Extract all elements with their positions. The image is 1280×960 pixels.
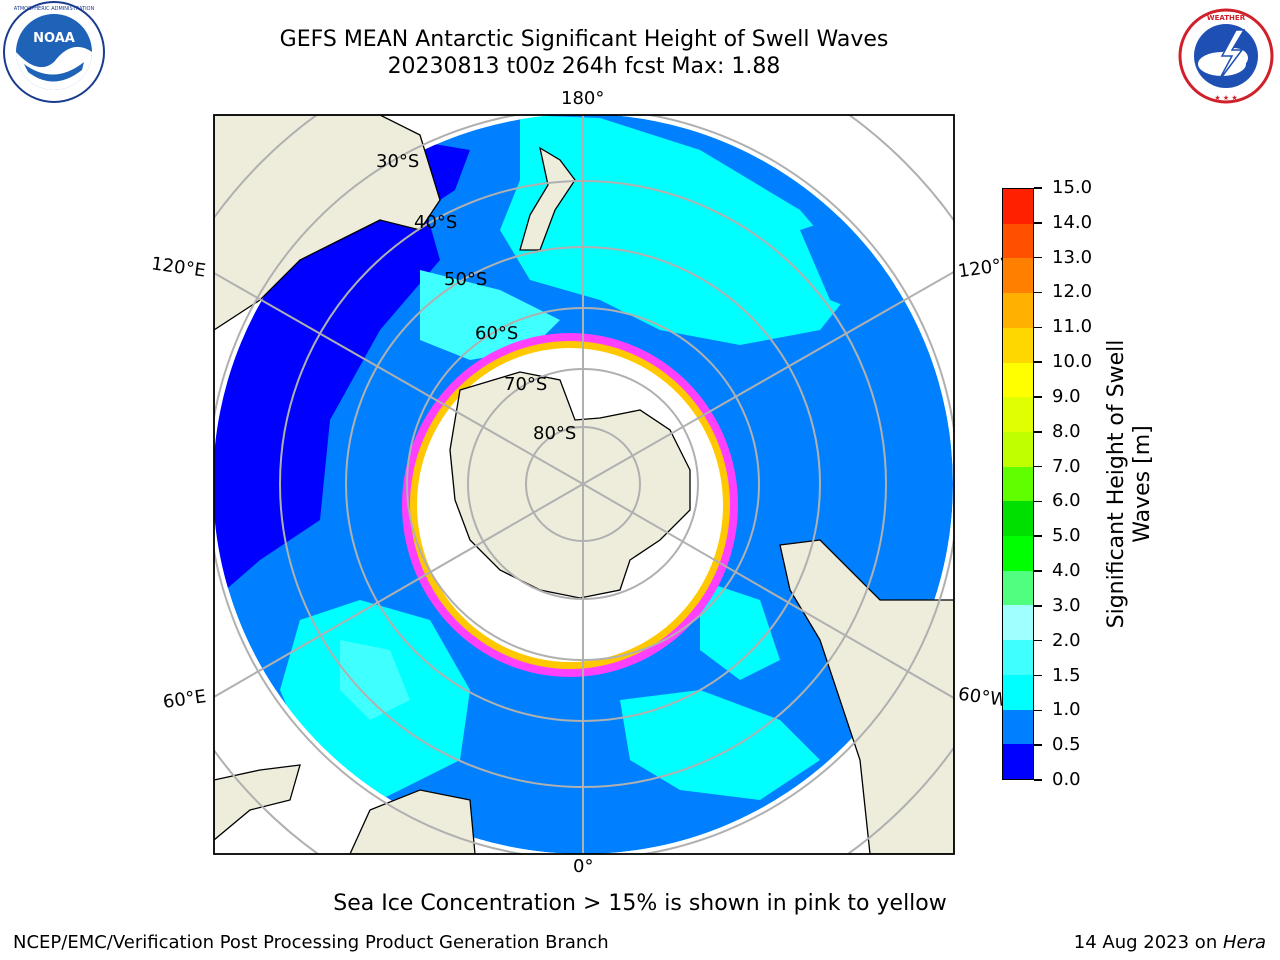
lon-label-180: 180° <box>561 88 605 109</box>
colorbar-tick <box>1034 674 1042 677</box>
colorbar-tick-label: 0.0 <box>1052 769 1081 790</box>
colorbar-segment <box>1003 501 1033 537</box>
lon-label-0: 0° <box>573 856 594 877</box>
chart-subtitle-run: 20230813 t00z 264h fcst Max: 1.88 <box>387 54 781 79</box>
footer-credit: NCEP/EMC/Verification Post Processing Pr… <box>13 932 609 953</box>
colorbar-tick-label: 8.0 <box>1052 420 1081 442</box>
colorbar-segment <box>1003 605 1033 641</box>
sea-ice-note: Sea Ice Concentration > 15% is shown in … <box>333 891 947 916</box>
colorbar-segment <box>1003 293 1033 328</box>
footer-machine: Hera <box>1222 932 1266 953</box>
footer-date-text: 14 Aug 2023 on <box>1073 932 1223 953</box>
colorbar-tick-label: 5.0 <box>1052 525 1081 547</box>
low-swell-region <box>214 190 440 600</box>
colorbar <box>1002 188 1034 780</box>
colorbar-segment <box>1003 640 1033 675</box>
colorbar-tick-label: 9.0 <box>1052 385 1081 407</box>
lat-label-60s: 60°S <box>475 323 519 344</box>
colorbar-tick-label: 15.0 <box>1052 177 1093 198</box>
lat-label-70s: 70°S <box>504 374 548 395</box>
colorbar-tick-label: 3.0 <box>1052 594 1081 616</box>
nws-logo: WEATHER ★ ★ ★ <box>1178 8 1274 104</box>
svg-text:ATMOSPHERIC ADMINISTRATION: ATMOSPHERIC ADMINISTRATION <box>14 6 95 12</box>
colorbar-tick-label: 7.0 <box>1052 455 1081 477</box>
lat-label-50s: 50°S <box>444 269 488 290</box>
colorbar-tick-label: 4.0 <box>1052 560 1081 582</box>
colorbar-segment <box>1003 362 1033 398</box>
colorbar-tick <box>1034 744 1042 746</box>
colorbar-segment <box>1003 570 1033 606</box>
colorbar-tick-label: 10.0 <box>1052 351 1093 373</box>
noaa-logo-text: NOAA <box>33 31 75 46</box>
colorbar-tick <box>1034 535 1042 537</box>
svg-text:WEATHER: WEATHER <box>1207 14 1246 22</box>
colorbar-tick <box>1034 431 1042 433</box>
colorbar-tick-label: 0.5 <box>1052 734 1081 756</box>
colorbar-tick-label: 2.0 <box>1052 629 1081 651</box>
moderate-swell-pacific <box>500 115 860 345</box>
colorbar-tick <box>1034 396 1042 398</box>
colorbar-tick-label: 14.0 <box>1052 211 1093 233</box>
graticule <box>214 115 954 854</box>
colorbar-segment <box>1003 744 1033 779</box>
colorbar-tick <box>1034 256 1042 259</box>
colorbar-tick-label: 1.0 <box>1052 699 1081 721</box>
colorbar-tick-label: 11.0 <box>1052 316 1093 338</box>
lat-label-40s: 40°S <box>414 212 458 233</box>
colorbar-tick-label: 12.0 <box>1052 281 1093 303</box>
lat-label-80s: 80°S <box>533 423 577 444</box>
colorbar-segment <box>1003 431 1033 467</box>
colorbar-tick <box>1034 570 1042 572</box>
colorbar-tick <box>1034 291 1042 294</box>
colorbar-tick-label: 1.5 <box>1052 664 1081 686</box>
colorbar-tick-label: 6.0 <box>1052 490 1081 512</box>
colorbar-tick <box>1034 222 1042 224</box>
svg-text:★ ★ ★: ★ ★ ★ <box>1214 94 1237 102</box>
colorbar-label: Significant Height of Swell Waves [m] <box>1104 339 1155 629</box>
colorbar-tick <box>1034 605 1042 607</box>
colorbar-tick <box>1034 187 1042 189</box>
colorbar-segment <box>1003 223 1033 259</box>
colorbar-tick <box>1034 779 1042 781</box>
noaa-logo: NOAA ATMOSPHERIC ADMINISTRATION <box>3 1 105 103</box>
south-america-landmass <box>779 539 954 854</box>
colorbar-segment <box>1003 536 1033 571</box>
colorbar-tick <box>1034 465 1042 468</box>
colorbar-tick-label: 13.0 <box>1052 246 1093 268</box>
colorbar-tick <box>1034 361 1042 363</box>
africa-landmass <box>349 789 476 854</box>
colorbar-segment <box>1003 397 1033 432</box>
colorbar-tick <box>1034 639 1042 642</box>
colorbar-tick <box>1034 709 1042 712</box>
colorbar-segment <box>1003 674 1033 710</box>
footer-date: 14 Aug 2023 on Hera <box>1074 932 1266 953</box>
swell-field <box>214 115 953 854</box>
colorbar-segment <box>1003 189 1033 224</box>
antarctica-landmass <box>449 371 691 599</box>
colorbar-segment <box>1003 258 1033 294</box>
lat-label-30s: 30°S <box>376 151 420 172</box>
map-frame <box>213 114 955 855</box>
colorbar-segment <box>1003 709 1033 745</box>
colorbar-segment <box>1003 466 1033 502</box>
colorbar-segment <box>1003 327 1033 363</box>
chart-title: GEFS MEAN Antarctic Significant Height o… <box>279 27 889 52</box>
colorbar-tick <box>1034 326 1042 329</box>
colorbar-tick <box>1034 500 1042 503</box>
